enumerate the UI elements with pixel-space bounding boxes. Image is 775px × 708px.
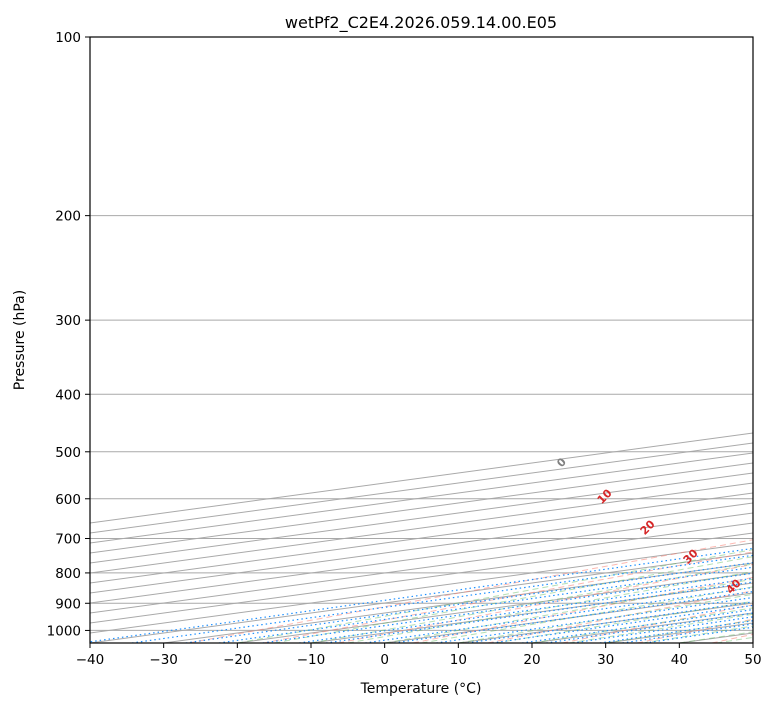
line-labels: 0.10.20.40.611.52346810131620253036-100-… <box>554 455 744 597</box>
isotherm-line <box>90 462 753 554</box>
x-tick-label: 20 <box>523 652 540 668</box>
y-tick-label: 100 <box>55 30 81 46</box>
mixing-ratio-line <box>262 572 753 643</box>
moist-adiabat-label: 20 <box>638 517 658 537</box>
dry-adiabat-line <box>487 590 753 643</box>
chart-background-lines <box>90 37 753 643</box>
moist-adiabat-line <box>384 578 753 643</box>
x-tick-label: −10 <box>297 652 326 668</box>
chart-title: wetPf2_C2E4.2026.059.14.00.E05 <box>285 13 557 33</box>
y-tick-label: 200 <box>55 209 81 225</box>
dry-adiabat-line <box>562 604 753 643</box>
isotherm-line <box>90 492 753 584</box>
y-axis-ticks: 1000 900 800 700 600 500 400 300 200 100 <box>47 30 90 639</box>
x-tick-label: 50 <box>744 652 761 668</box>
dry-adiabat-line <box>188 539 753 643</box>
y-tick-label: 300 <box>55 313 81 329</box>
dry-adiabat-line <box>412 576 753 643</box>
x-axis-ticks: −40 −30 −20 −10 0 10 20 30 40 50 <box>76 643 762 668</box>
moist-adiabat-line <box>274 556 753 643</box>
isotherm-line <box>384 592 753 643</box>
moist-adiabat-label: 30 <box>681 546 701 566</box>
y-axis-label: Pressure (hPa) <box>12 290 28 390</box>
dry-adiabat-line <box>711 633 753 643</box>
isotherm-line <box>310 582 753 643</box>
isotherm-line <box>90 542 753 634</box>
x-tick-label: −40 <box>76 652 105 668</box>
isotherm-line <box>90 532 753 624</box>
y-tick-label: 900 <box>55 596 81 612</box>
dry-adiabat-line <box>263 551 753 643</box>
x-tick-label: −20 <box>223 652 252 668</box>
mixing-ratio-line <box>185 562 753 643</box>
isotherm-line <box>90 502 753 594</box>
moist-adiabat-line <box>642 625 753 643</box>
x-tick-label: −30 <box>149 652 178 668</box>
isotherm-line <box>458 602 753 643</box>
moist-adiabat-line <box>531 607 753 643</box>
isotherm-line <box>90 442 753 534</box>
dry-adiabat-line <box>338 563 753 643</box>
dry-adiabat-line <box>636 618 753 643</box>
isotherm-line <box>90 432 753 524</box>
moist-adiabat-line <box>568 613 753 643</box>
isotherm-line <box>531 612 753 643</box>
moist-adiabat-label: 0 <box>554 455 569 470</box>
plot-frame <box>89 36 754 644</box>
isotherm-line <box>752 642 753 643</box>
y-tick-label: 600 <box>55 492 81 508</box>
y-tick-label: 700 <box>55 532 81 548</box>
y-tick-label: 1000 <box>47 623 81 639</box>
y-tick-label: 500 <box>55 445 81 461</box>
isotherm-line <box>90 482 753 574</box>
mixing-ratio-line <box>218 566 753 643</box>
isotherm-line <box>90 522 753 614</box>
x-tick-label: 40 <box>671 652 688 668</box>
moist-adiabat-line <box>421 586 753 643</box>
x-tick-label: 30 <box>597 652 614 668</box>
y-tick-label: 800 <box>55 566 81 582</box>
y-tick-label: 400 <box>55 387 81 403</box>
isotherm-line <box>90 452 753 544</box>
x-tick-label: 10 <box>450 652 467 668</box>
isotherm-line <box>90 552 753 643</box>
moist-adiabat-line <box>716 636 753 643</box>
moist-adiabat-line <box>347 571 753 643</box>
x-tick-label: 0 <box>380 652 389 668</box>
isotherm-line <box>90 512 753 604</box>
x-axis-label: Temperature (°C) <box>360 681 482 697</box>
mixing-ratio-line <box>299 577 753 643</box>
moist-adiabat-line <box>458 593 753 643</box>
isotherm-line <box>90 472 753 564</box>
